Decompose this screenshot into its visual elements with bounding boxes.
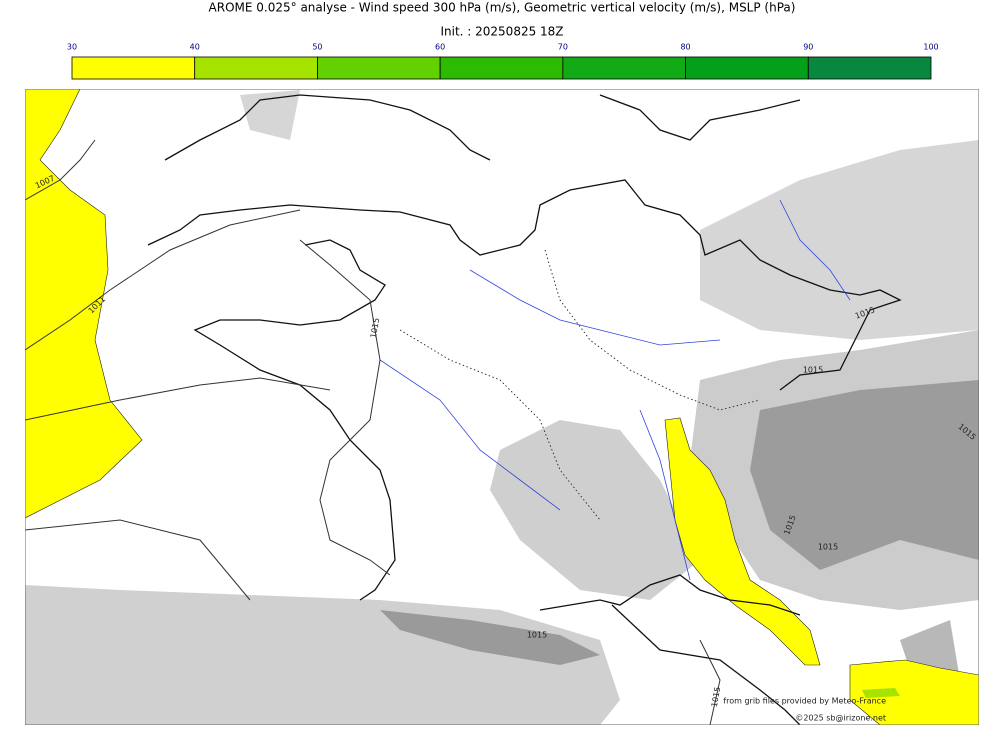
map	[25, 89, 979, 725]
coastline	[611, 604, 801, 725]
river	[469, 269, 721, 346]
colorbar-tick-label: 50	[312, 43, 322, 52]
shading	[700, 140, 979, 340]
coastline	[193, 239, 396, 601]
wind-area	[664, 417, 821, 666]
colorbar-segment	[439, 56, 564, 80]
colorbar-tick-label: 80	[680, 43, 690, 52]
credit: from grib files provided by Meteo-France	[723, 697, 886, 706]
river	[639, 409, 691, 581]
colorbar-segment	[562, 56, 686, 80]
river	[379, 359, 561, 511]
isobar	[699, 639, 721, 725]
colorbar-tick-label: 100	[923, 43, 938, 52]
isobar	[299, 239, 391, 576]
border	[399, 329, 601, 521]
isobar	[25, 519, 251, 601]
coastline	[147, 179, 902, 391]
colorbar-tick-label: 70	[558, 43, 568, 52]
coastline	[539, 574, 801, 616]
credit: ©2025 sb@irizone.net	[795, 714, 886, 723]
colorbar-segment	[317, 56, 441, 80]
map-subtitle: Init. : 20250825 18Z	[440, 25, 563, 39]
colorbar-segment	[685, 56, 809, 80]
coastline	[599, 94, 801, 141]
colorbar-segment	[71, 56, 196, 80]
shading	[490, 420, 700, 600]
isobar	[25, 209, 301, 351]
wind-area	[862, 688, 900, 698]
isobar-label: 1015	[818, 543, 838, 552]
isobar	[25, 377, 331, 421]
colorbar-segment	[807, 56, 932, 80]
wind-area	[25, 89, 143, 519]
shading	[25, 585, 620, 725]
isobar-label: 1015	[369, 317, 381, 339]
wind-area	[849, 659, 979, 725]
shading	[380, 610, 600, 665]
colorbar-tick-label: 30	[67, 43, 77, 52]
map-title: AROME 0.025° analyse - Wind speed 300 hP…	[209, 1, 796, 15]
shading	[750, 380, 979, 570]
river	[779, 199, 851, 301]
colorbar-tick-label: 40	[190, 43, 200, 52]
colorbar-tick-label: 90	[803, 43, 813, 52]
coastline	[164, 94, 491, 161]
isobar	[25, 139, 96, 201]
colorbar-segment	[194, 56, 318, 80]
isobar-label: 1015	[710, 686, 722, 708]
border	[544, 249, 761, 411]
isobar-label: 1015	[527, 631, 547, 640]
shading	[240, 90, 300, 140]
colorbar-tick-label: 60	[435, 43, 445, 52]
isobar-label: 1015	[803, 366, 823, 375]
colorbar: 30 40 50 60 70 80 90 100	[67, 43, 939, 80]
